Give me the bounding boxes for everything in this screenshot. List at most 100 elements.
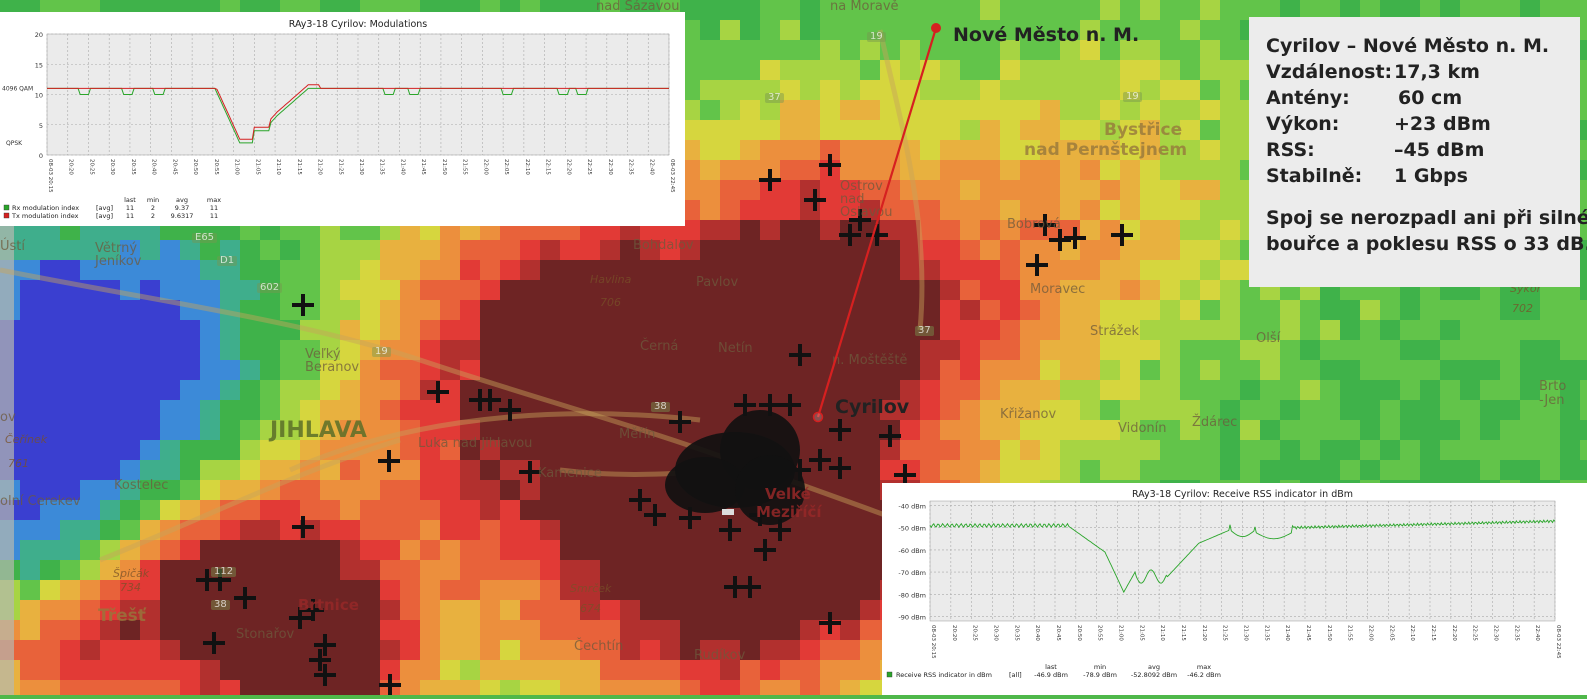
road-number-badge: 602	[257, 283, 283, 293]
site-marker-icon	[314, 664, 336, 686]
site-marker-icon	[829, 419, 851, 441]
x-tick-label: 21:25	[1222, 625, 1228, 641]
legend-value: 2	[151, 204, 155, 212]
site-marker-icon	[378, 450, 400, 472]
place-label: Bobrová	[1007, 217, 1061, 232]
x-tick-label: 08-03 22:45	[1555, 625, 1561, 659]
legend-value: -46.2 dBm	[1187, 671, 1221, 679]
place-label: Sýkoř	[1510, 282, 1542, 295]
info-row-antennas: Antény: 60 cm	[1266, 85, 1580, 111]
y-tick-label: 5	[39, 122, 43, 130]
place-label: 674	[580, 602, 601, 615]
site-marker-icon	[209, 569, 231, 591]
x-tick-label: 21:40	[1284, 625, 1290, 641]
info-value: 17,3 km	[1394, 61, 1480, 83]
legend-value: 11	[210, 204, 218, 212]
x-tick-label: 21:00	[1118, 625, 1124, 641]
legend-value: 2	[151, 212, 155, 220]
road-number-badge: 112	[211, 567, 237, 577]
place-label: Olší	[1256, 331, 1281, 346]
site-marker-icon	[1026, 254, 1048, 276]
x-tick-label: 20:25	[88, 159, 94, 175]
place-label: 734	[120, 581, 141, 594]
place-label: Luka nad Jihlavou	[418, 436, 533, 451]
x-tick-label: 20:35	[1013, 625, 1019, 641]
road-number-badge: 37	[765, 93, 784, 103]
x-tick-label: 20:30	[993, 625, 999, 641]
dense-site-cluster	[665, 410, 805, 525]
y-tick-label: -60 dBm	[898, 547, 926, 555]
place-label: Brto	[1539, 379, 1567, 394]
info-row-distance: Vzdálenost:17,3 km	[1266, 59, 1580, 85]
info-value: +23 dBm	[1394, 113, 1491, 135]
x-tick-label: 21:10	[1159, 625, 1165, 641]
legend-header: avg	[176, 196, 188, 204]
y-tick-label: -80 dBm	[898, 591, 926, 599]
site-marker-icon	[819, 612, 841, 634]
legend-value: -46.9 dBm	[1034, 671, 1068, 679]
info-value: 1 Gbps	[1394, 165, 1468, 187]
x-tick-label: 20:20	[68, 159, 74, 175]
place-label: Pavlov	[696, 275, 739, 290]
site-marker-icon	[829, 457, 851, 479]
x-tick-label: 22:20	[565, 159, 571, 175]
info-row-rss: RSS: –45 dBm	[1266, 137, 1580, 163]
site-marker-icon	[759, 169, 781, 191]
place-label: Smrček	[570, 582, 612, 595]
info-value: 60 cm	[1398, 87, 1463, 109]
x-tick-label: 22:40	[1534, 625, 1540, 641]
place-label: Kamenice	[538, 466, 602, 481]
tx-modulation-series	[47, 84, 669, 140]
legend-value: 11	[210, 212, 218, 220]
y-tick-label: -70 dBm	[898, 569, 926, 577]
place-label: Brtnice	[298, 596, 359, 614]
rss-chart-panel: RAy3-18 Cyrilov: Receive RSS indicator i…	[882, 483, 1587, 695]
x-tick-label: 20:45	[1055, 625, 1061, 641]
site-marker-icon	[759, 394, 781, 416]
site-marker-icon	[894, 464, 916, 486]
place-label: 706	[600, 296, 621, 309]
info-row-power: Výkon: +23 dBm	[1266, 111, 1580, 137]
legend-value: 9.6317	[171, 212, 194, 220]
x-tick-label: 22:35	[1513, 625, 1519, 641]
site-marker-icon	[749, 504, 771, 526]
place-label: Havlina	[590, 273, 632, 286]
road-number-badge: E65	[192, 233, 218, 243]
site-marker-icon	[769, 519, 791, 541]
site-marker-icon	[734, 394, 756, 416]
x-tick-label: 20:55	[1097, 625, 1103, 641]
place-label: Větrný Jeníkov	[95, 241, 142, 269]
place-label: Kostelec	[114, 478, 169, 493]
site-marker-icon	[879, 425, 901, 447]
place-label: nad Pernštejnem	[1024, 140, 1188, 160]
x-tick-label: 22:30	[1493, 625, 1499, 641]
x-tick-label: 21:05	[1138, 625, 1144, 641]
site-marker-icon	[302, 599, 324, 621]
info-label: Výkon:	[1266, 113, 1340, 135]
x-tick-label: 20:50	[192, 159, 198, 175]
x-tick-label: 08-03 20:15	[930, 625, 936, 659]
x-tick-label: 21:50	[1326, 625, 1332, 641]
site-marker-icon	[292, 516, 314, 538]
place-label: Bystřice	[1104, 120, 1183, 140]
site-marker-icon	[739, 576, 761, 598]
x-tick-label: 21:20	[1201, 625, 1207, 641]
x-tick-label: 22:10	[1409, 625, 1415, 641]
y-tick-label: -40 dBm	[898, 502, 926, 510]
x-tick-label: 20:35	[130, 159, 136, 175]
legend-swatch	[3, 204, 10, 211]
x-tick-label: 22:15	[1430, 625, 1436, 641]
legend-header: avg	[1148, 663, 1160, 671]
x-tick-label: 08-03 22:45	[669, 159, 675, 193]
site-marker-icon	[499, 399, 521, 421]
y-tick-label: 15	[35, 61, 43, 69]
place-label: Strážek	[1090, 324, 1140, 339]
site-marker-icon	[789, 344, 811, 366]
x-tick-label: 21:45	[1305, 625, 1311, 641]
info-row-throughput: Stabilně: 1 Gbps	[1266, 163, 1580, 189]
place-label: Moravec	[1030, 282, 1086, 297]
place-label: Netín	[718, 341, 753, 356]
legend-series-name: Receive RSS indicator in dBm	[896, 671, 992, 679]
place-label: Vidonín	[1118, 421, 1167, 436]
x-tick-label: 20:40	[151, 159, 157, 175]
